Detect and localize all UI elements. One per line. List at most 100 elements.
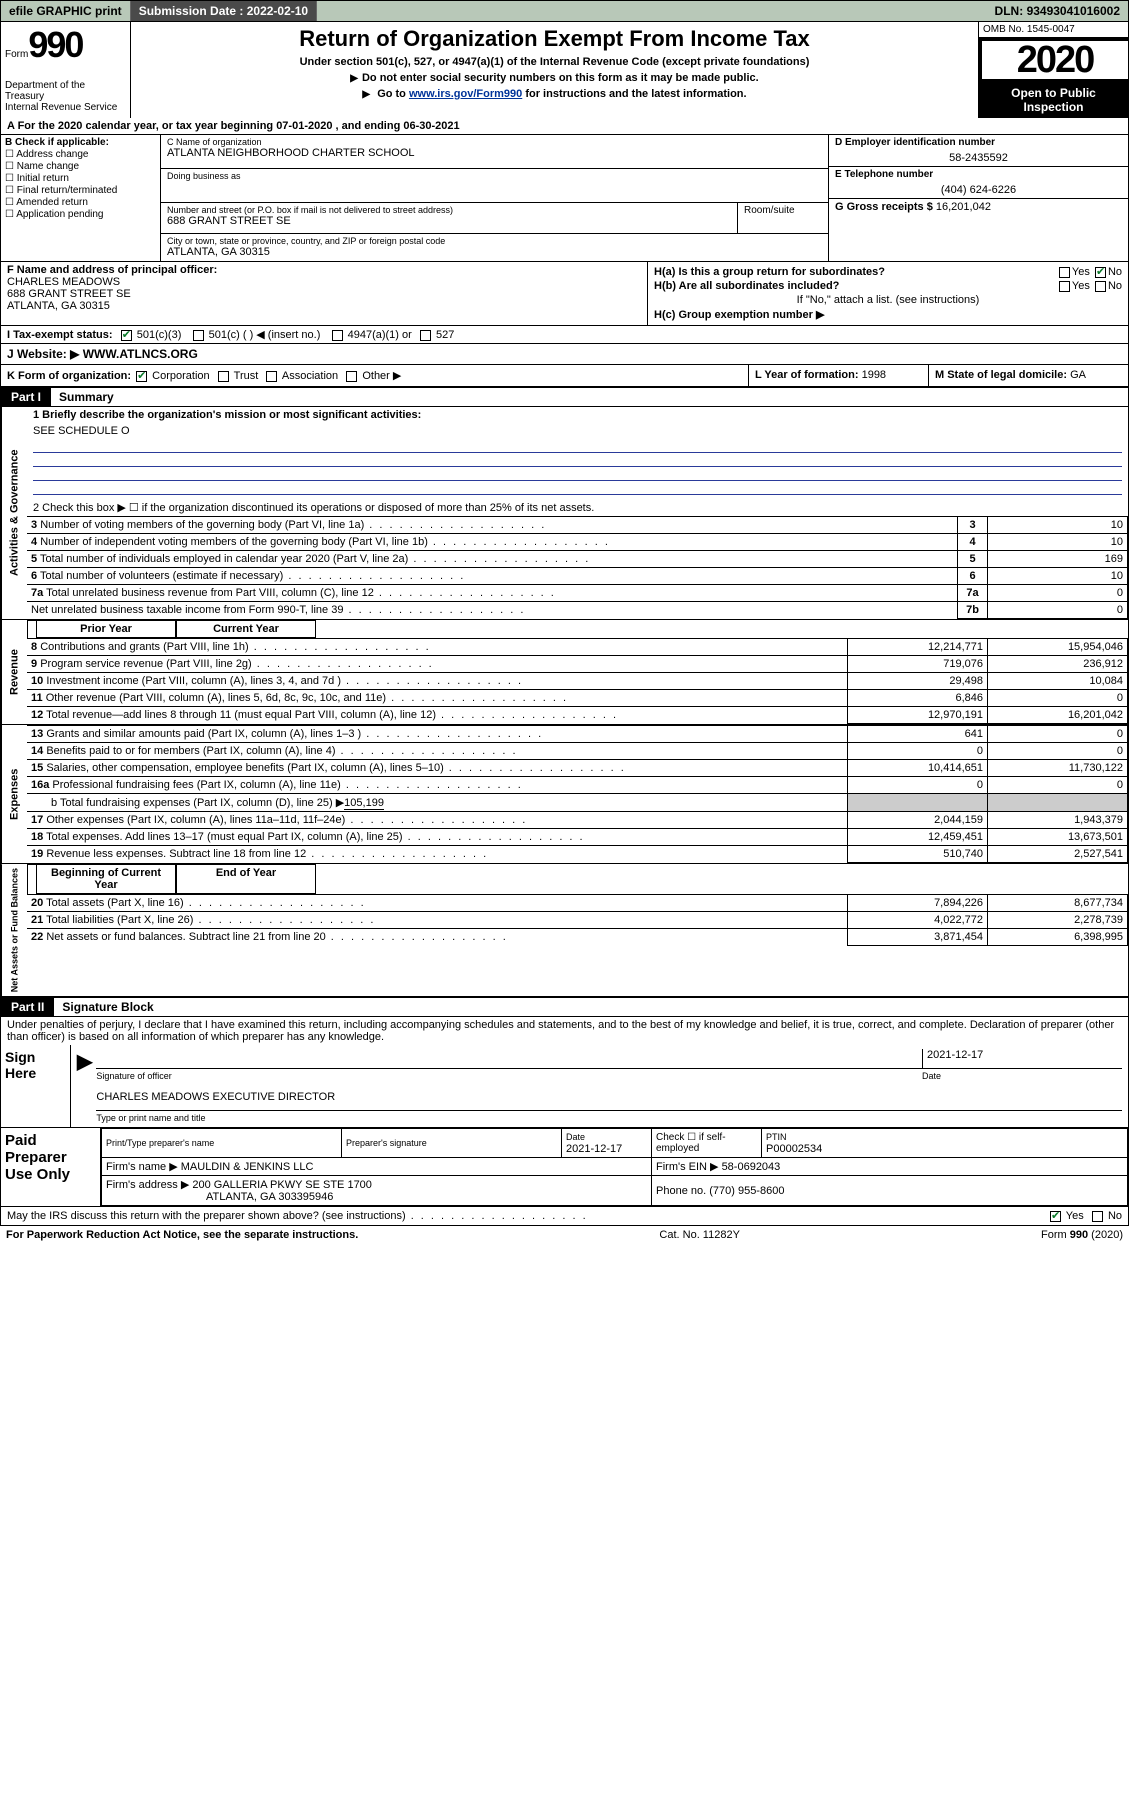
firm-phone-lbl: Phone no. <box>656 1185 706 1197</box>
box-e: E Telephone number (404) 624-6226 <box>829 167 1128 199</box>
part1-title: Summary <box>51 388 1128 406</box>
ein-lbl: D Employer identification number <box>835 137 1122 148</box>
org-name-block: C Name of organization ATLANTA NEIGHBORH… <box>161 135 828 169</box>
sig-of-lbl: Signature of officer <box>96 1071 922 1081</box>
sign-here-lbl: Sign Here <box>1 1045 71 1127</box>
blueline-1 <box>33 439 1122 453</box>
col-prior: Prior Year <box>36 620 176 638</box>
dba-lbl: Doing business as <box>167 171 822 181</box>
sig-type-lbl: Type or print name and title <box>96 1113 1122 1123</box>
instructions-link[interactable]: www.irs.gov/Form990 <box>409 88 522 100</box>
part2-header: Part II Signature Block <box>0 997 1129 1017</box>
page-footer: For Paperwork Reduction Act Notice, see … <box>0 1226 1129 1244</box>
section-i: I Tax-exempt status: 501(c)(3) 501(c) ( … <box>0 326 1129 344</box>
box-i: I Tax-exempt status: 501(c)(3) 501(c) ( … <box>1 326 1128 343</box>
chk-assoc[interactable] <box>266 371 277 382</box>
ko1: Corporation <box>152 370 209 382</box>
pp-ptin: P00002534 <box>766 1143 822 1155</box>
form-word: Form <box>5 49 28 60</box>
vlabel-net: Net Assets or Fund Balances <box>1 864 27 996</box>
ein-value: 58-2435592 <box>835 152 1122 164</box>
ha-no-t: No <box>1108 266 1122 278</box>
arrow-icon: ▶ <box>77 1049 92 1074</box>
chk-trust[interactable] <box>218 371 229 382</box>
pp-sig-lbl: Preparer's signature <box>346 1138 427 1148</box>
o2: 501(c) ( ) ◀ (insert no.) <box>209 329 321 341</box>
year-line-a: A For the 2020 calendar year, or tax yea… <box>0 118 1129 135</box>
phone-value: (404) 624-6226 <box>835 184 1122 196</box>
ha-no[interactable] <box>1095 267 1106 278</box>
preparer-table: Print/Type preparer's name Preparer's si… <box>101 1128 1128 1206</box>
website-value: WWW.ATLNCS.ORG <box>83 347 198 361</box>
blueline-4 <box>33 481 1122 495</box>
irs-label: Internal Revenue Service <box>5 102 126 113</box>
form-title: Return of Organization Exempt From Incom… <box>137 26 972 52</box>
chk-initial-return[interactable]: ☐ Initial return <box>5 173 156 184</box>
hb-lbl: H(b) Are all subordinates included? <box>654 280 839 292</box>
top-bar: efile GRAPHIC print Submission Date : 20… <box>0 0 1129 22</box>
col-end: End of Year <box>176 864 316 894</box>
omb-number: OMB No. 1545-0047 <box>979 22 1129 38</box>
pp-date: 2021-12-17 <box>566 1143 622 1155</box>
section-fh: F Name and address of principal officer:… <box>0 262 1129 326</box>
chk-501c3[interactable] <box>121 330 132 341</box>
firm-phone: (770) 955-8600 <box>709 1185 784 1197</box>
q1-lbl: 1 Briefly describe the organization's mi… <box>33 409 421 421</box>
sign-here-block: Sign Here ▶ 2021-12-17 Signature of offi… <box>0 1045 1129 1128</box>
sig-name: CHARLES MEADOWS EXECUTIVE DIRECTOR <box>96 1091 1122 1110</box>
box-deg: D Employer identification number 58-2435… <box>828 135 1128 261</box>
opt3: Final return/terminated <box>17 185 118 196</box>
dy: Yes <box>1066 1210 1084 1222</box>
box-k: K Form of organization: Corporation Trus… <box>1 365 748 386</box>
discuss-no[interactable] <box>1092 1211 1103 1222</box>
q2-text: 2 Check this box ▶ ☐ if the organization… <box>27 499 1128 516</box>
yof-lbl: L Year of formation: <box>755 369 859 381</box>
net-table: Beginning of Current YearEnd of Year 20 … <box>27 864 1128 946</box>
city-lbl: City or town, state or province, country… <box>167 236 822 246</box>
chk-501c[interactable] <box>193 330 204 341</box>
chk-amended-return[interactable]: ☐ Amended return <box>5 197 156 208</box>
penalty-text: Under penalties of perjury, I declare th… <box>0 1017 1129 1045</box>
sub3-post: for instructions and the latest informat… <box>525 88 746 100</box>
chk-app-pending[interactable]: ☐ Application pending <box>5 209 156 220</box>
form-num: 990 <box>28 24 82 66</box>
street-address: 688 GRANT STREET SE <box>167 215 731 227</box>
submission-date: Submission Date : 2022-02-10 <box>131 1 317 21</box>
part1-governance: Activities & Governance 1 Briefly descri… <box>0 407 1129 620</box>
sub3-pre: Go to <box>377 88 409 100</box>
dln: DLN: 93493041016002 <box>987 1 1128 21</box>
hb-yes[interactable] <box>1059 281 1070 292</box>
governance-table: 3 Number of voting members of the govern… <box>27 516 1128 619</box>
part2-title: Signature Block <box>54 998 1128 1016</box>
sig-line-2: CHARLES MEADOWS EXECUTIVE DIRECTOR <box>96 1091 1122 1111</box>
chk-name-change[interactable]: ☐ Name change <box>5 161 156 172</box>
chk-final-return[interactable]: ☐ Final return/terminated <box>5 185 156 196</box>
chk-other[interactable] <box>346 371 357 382</box>
firm-city: ATLANTA, GA 303395946 <box>206 1191 333 1203</box>
hb-no[interactable] <box>1095 281 1106 292</box>
sig-date: 2021-12-17 <box>922 1049 1122 1068</box>
chk-address-change[interactable]: ☐ Address change <box>5 149 156 160</box>
revenue-table: Prior YearCurrent Year 8 Contributions a… <box>27 620 1128 724</box>
chk-527[interactable] <box>420 330 431 341</box>
hc-lbl: H(c) Group exemption number ▶ <box>654 309 824 321</box>
discuss-yes[interactable] <box>1050 1211 1061 1222</box>
pp-ptin-lbl: PTIN <box>766 1132 787 1142</box>
subtitle-3: Go to www.irs.gov/Form990 for instructio… <box>137 88 972 100</box>
blueline-2 <box>33 453 1122 467</box>
formorg-lbl: K Form of organization: <box>7 370 131 382</box>
org-name-lbl: C Name of organization <box>167 137 822 147</box>
efile-label[interactable]: efile GRAPHIC print <box>1 1 131 21</box>
gross-value: 16,201,042 <box>936 201 991 213</box>
paid-lbl: Paid Preparer Use Only <box>1 1128 101 1206</box>
chk-4947[interactable] <box>332 330 343 341</box>
yof-val: 1998 <box>862 369 886 381</box>
part2-num: Part II <box>1 998 54 1016</box>
pp-name-lbl: Print/Type preparer's name <box>106 1138 214 1148</box>
subtitle-2: Do not enter social security numbers on … <box>137 72 972 84</box>
chk-corp[interactable] <box>136 371 147 382</box>
ha-yes[interactable] <box>1059 267 1070 278</box>
box-j: J Website: ▶ WWW.ATLNCS.ORG <box>0 344 1129 365</box>
domicile-lbl: M State of legal domicile: <box>935 369 1067 381</box>
shade2 <box>988 794 1128 812</box>
